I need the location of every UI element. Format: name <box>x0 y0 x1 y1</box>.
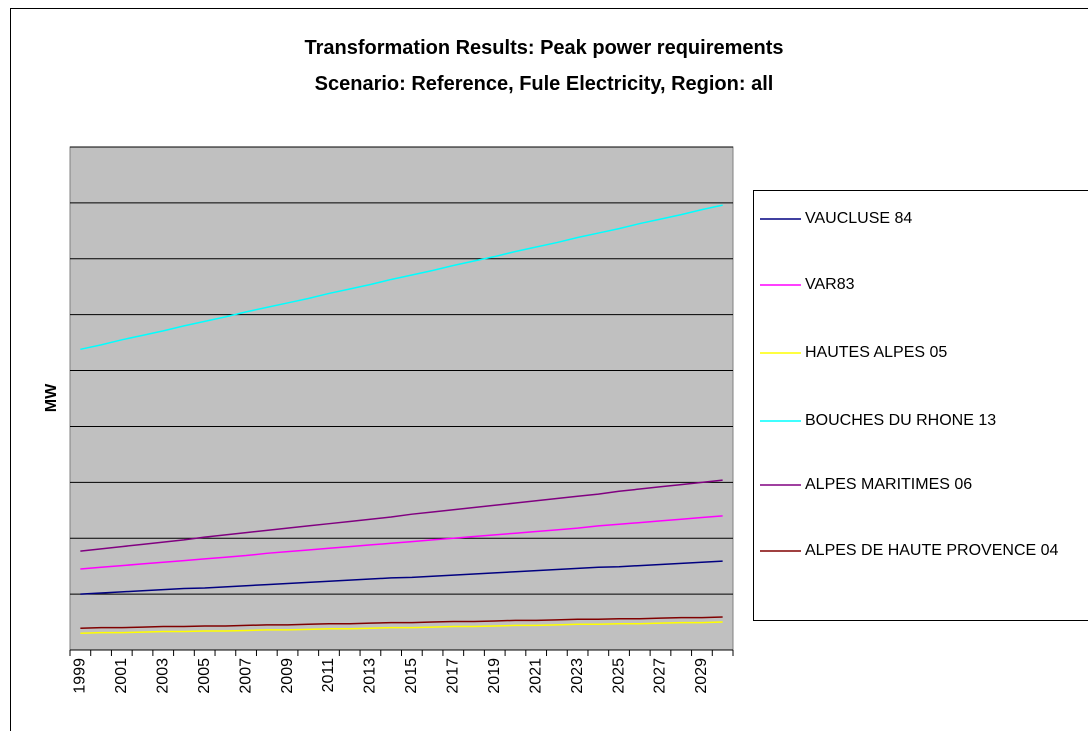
series-line <box>80 515 723 570</box>
x-tick-label: 2021 <box>527 658 544 694</box>
x-tick-label: 2025 <box>610 658 627 694</box>
x-tick-label: 2023 <box>569 658 586 694</box>
legend-label: ALPES DE HAUTE PROVENCE 04 <box>805 542 1059 559</box>
x-tick-label: 2011 <box>320 658 337 693</box>
plot-area <box>69 146 734 651</box>
series-line <box>80 560 723 595</box>
x-tick-label: 1999 <box>72 658 89 694</box>
series-line <box>80 204 723 351</box>
legend-label: VAR83 <box>805 276 855 293</box>
x-tick-label: 2029 <box>693 658 710 694</box>
legend-label: HAUTES ALPES 05 <box>805 344 947 361</box>
series-line <box>80 621 723 634</box>
legend-label: ALPES MARITIMES 06 <box>805 476 972 493</box>
legend-label: VAUCLUSE 84 <box>805 210 912 227</box>
x-tick-label: 2001 <box>113 658 130 694</box>
x-tick-label: 2019 <box>486 658 503 694</box>
x-tick-label: 2005 <box>196 658 213 694</box>
legend-box <box>753 190 1088 621</box>
series-line <box>80 616 723 629</box>
x-tick-label: 2027 <box>652 658 669 694</box>
x-tick-label: 2013 <box>362 658 379 694</box>
legend-label: BOUCHES DU RHONE 13 <box>805 412 996 429</box>
x-tick-label: 2009 <box>279 658 296 694</box>
chart-title: Transformation Results: Peak power requi… <box>304 37 783 59</box>
chart-subtitle: Scenario: Reference, Fule Electricity, R… <box>315 73 774 95</box>
x-tick-label: 2017 <box>445 658 462 694</box>
x-tick-label: 2007 <box>237 658 254 694</box>
y-axis-label: MW <box>43 383 60 412</box>
x-tick-label: 2015 <box>403 658 420 694</box>
series-line <box>80 479 723 552</box>
x-tick-label: 2003 <box>154 658 171 694</box>
